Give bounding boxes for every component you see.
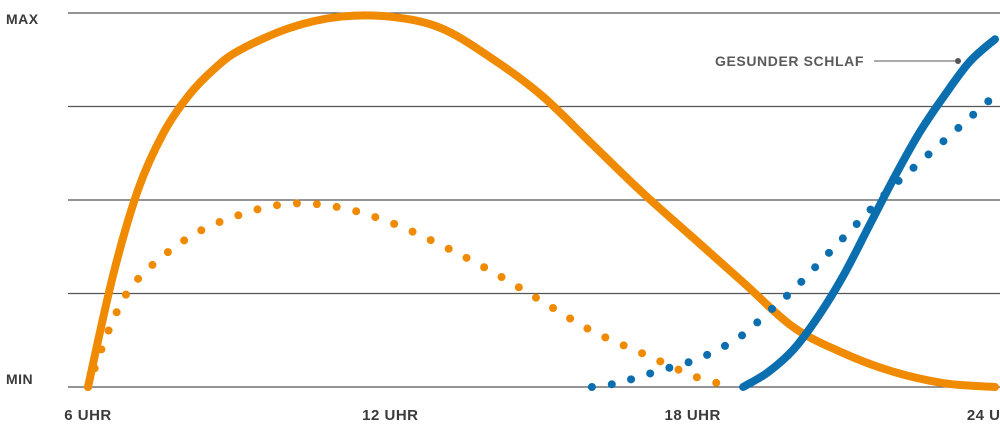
y-min-label: MIN <box>6 371 33 387</box>
x-tick-labels: 6 UHR 12 UHR 18 UHR 24 UHR <box>64 407 1000 424</box>
series-blue-dotted <box>587 91 999 391</box>
annotation-label: GESUNDER SCHLAF <box>715 53 864 69</box>
series-blue-solid <box>739 35 999 391</box>
series-layer <box>84 11 999 391</box>
series-orange-solid <box>84 11 999 391</box>
x-tick-label-1: 12 UHR <box>362 407 418 424</box>
x-tick-label-0: 6 UHR <box>64 407 112 424</box>
annotation: GESUNDER SCHLAF <box>715 53 961 69</box>
annotation-marker <box>955 58 961 64</box>
x-tick-label-3: 24 UHR <box>967 407 1000 424</box>
series-orange-dotted <box>84 199 722 391</box>
x-tick-label-2: 18 UHR <box>664 407 720 424</box>
axis-labels: MAX MIN <box>6 11 39 387</box>
gridlines <box>68 12 1000 388</box>
y-max-label: MAX <box>6 11 39 27</box>
